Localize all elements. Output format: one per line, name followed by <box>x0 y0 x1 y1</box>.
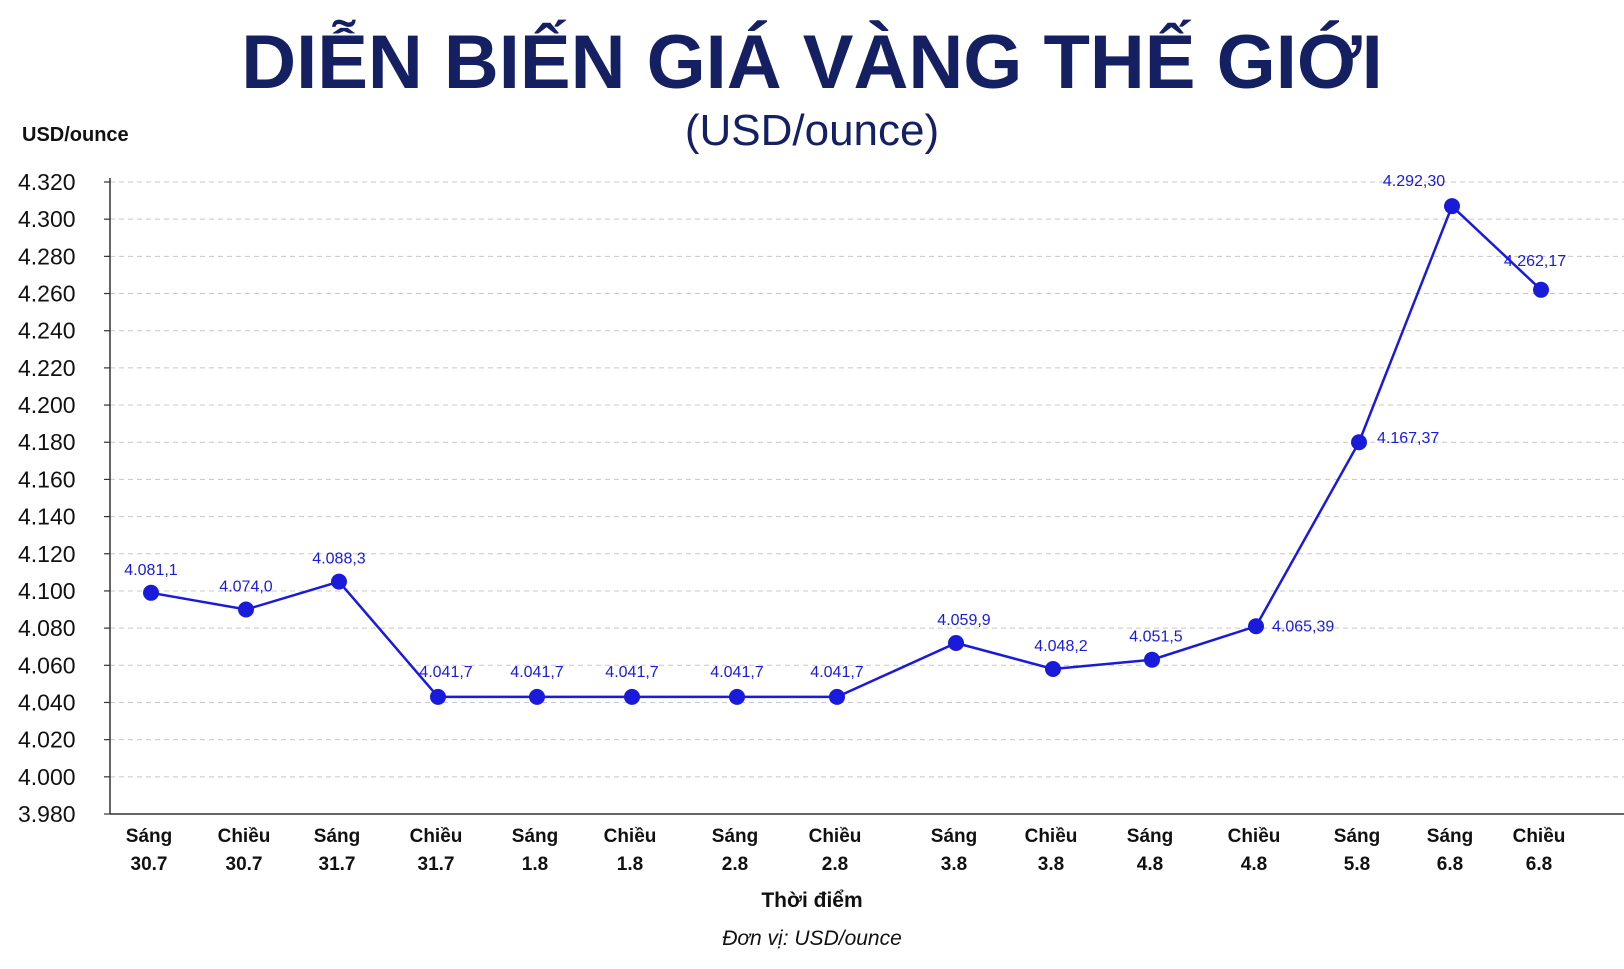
data-point <box>238 601 254 618</box>
data-label: 4.041,7 <box>710 664 763 681</box>
x-tick-label-date: 4.8 <box>1137 854 1163 875</box>
series-gold-price: 4.081,1 4.074,0 4.088,3 4.041,7 4.041,7 4.041… <box>124 173 1566 705</box>
data-point <box>1351 434 1367 451</box>
x-tick-label-date: 1.8 <box>617 854 643 875</box>
x-tick-label: Sáng <box>512 826 558 847</box>
x-tick-label-date: 2.8 <box>722 854 748 875</box>
y-tick-label: 4.200 <box>18 392 76 418</box>
x-tick-label: Chiều <box>1228 826 1281 847</box>
x-tick-label: Sáng <box>126 826 172 847</box>
x-tick-label: Chiều <box>218 826 271 847</box>
y-tick-label: 4.020 <box>18 727 76 753</box>
data-label: 4.065,39 <box>1272 618 1334 635</box>
x-tick-label: Chiều <box>410 826 463 847</box>
x-tick-label-date: 6.8 <box>1437 854 1463 875</box>
data-label: 4.059,9 <box>937 612 990 629</box>
data-point <box>430 688 446 705</box>
y-tick-label: 4.240 <box>18 318 76 344</box>
x-tick-label-date: 30.7 <box>226 854 263 875</box>
chart-title: DIỄN BIẾN GIÁ VÀNG THẾ GIỚI <box>241 19 1383 105</box>
data-label: 4.041,7 <box>810 664 863 681</box>
y-tick-label: 4.100 <box>18 578 76 604</box>
x-tick-label-date: 30.7 <box>131 854 168 875</box>
data-label: 4.292,30 <box>1383 173 1445 190</box>
data-label: 4.041,7 <box>419 664 472 681</box>
data-point <box>624 688 640 705</box>
data-point <box>1248 618 1264 635</box>
y-tick-label: 4.220 <box>18 355 76 381</box>
y-tick-label: 4.120 <box>18 541 76 567</box>
data-point <box>1045 661 1061 678</box>
data-label: 4.041,7 <box>510 664 563 681</box>
data-label: 4.048,2 <box>1034 638 1087 655</box>
x-axis-label: Thời điểm <box>761 889 862 912</box>
x-tick-label: Sáng <box>1127 826 1173 847</box>
x-tick-label-date: 31.7 <box>319 854 356 875</box>
y-tick-label: 4.000 <box>18 764 76 790</box>
x-tick-label: Chiều <box>604 826 657 847</box>
y-tick-label: 4.260 <box>18 281 76 307</box>
x-tick-label-date: 3.8 <box>1038 854 1064 875</box>
x-tick-label-date: 4.8 <box>1241 854 1267 875</box>
data-point <box>729 688 745 705</box>
data-label: 4.081,1 <box>124 562 177 579</box>
data-label: 4.262,17 <box>1504 253 1566 270</box>
x-tick-label: Chiều <box>809 826 862 847</box>
data-point <box>948 634 964 651</box>
grid-lines <box>110 181 1624 778</box>
y-tick-label: 4.160 <box>18 466 76 492</box>
data-point <box>143 584 159 601</box>
chart-subtitle: (USD/ounce) <box>685 106 939 155</box>
data-point <box>331 573 347 590</box>
data-point <box>1144 651 1160 668</box>
x-tick-label-date: 5.8 <box>1344 854 1370 875</box>
y-tick-label: 4.060 <box>18 652 76 678</box>
x-tick-label: Chiều <box>1025 826 1078 847</box>
x-tick-label-date: 6.8 <box>1526 854 1552 875</box>
x-tick-label: Sáng <box>314 826 360 847</box>
x-tick-label: Sáng <box>712 826 758 847</box>
data-label: 4.041,7 <box>605 664 658 681</box>
y-tick-label: 4.320 <box>18 169 76 195</box>
y-axis-ticks: 4.320 4.300 4.280 4.260 4.240 4.220 4.200 4.180… <box>18 169 110 827</box>
data-label: 4.074,0 <box>219 579 272 596</box>
y-tick-label: 4.080 <box>18 615 76 641</box>
x-axis-ticks: Sáng 30.7 Chiều 30.7 Sáng 31.7 Chiều 31.7 Sáng 1.… <box>126 826 1566 875</box>
x-tick-label: Sáng <box>1427 826 1473 847</box>
y-axis-unit-label: USD/ounce <box>22 124 129 146</box>
data-label: 4.051,5 <box>1129 629 1182 646</box>
unit-note: Đơn vị: USD/ounce <box>722 927 902 950</box>
x-tick-label: Sáng <box>1334 826 1380 847</box>
y-tick-label: 4.280 <box>18 243 76 269</box>
y-tick-label: 4.140 <box>18 504 76 530</box>
x-tick-label-date: 2.8 <box>822 854 848 875</box>
x-tick-label-date: 1.8 <box>522 854 548 875</box>
y-tick-label: 4.040 <box>18 689 76 715</box>
data-point <box>829 688 845 705</box>
x-tick-label: Sáng <box>931 826 977 847</box>
data-label: 4.167,37 <box>1377 430 1439 447</box>
x-tick-label: Chiều <box>1513 826 1566 847</box>
y-tick-label: 4.300 <box>18 206 76 232</box>
data-label: 4.088,3 <box>312 551 365 568</box>
x-tick-label-date: 3.8 <box>941 854 967 875</box>
data-point <box>1533 281 1549 298</box>
data-point <box>1444 198 1460 215</box>
y-tick-label: 3.980 <box>18 801 76 827</box>
y-tick-label: 4.180 <box>18 429 76 455</box>
x-tick-label-date: 31.7 <box>418 854 455 875</box>
data-point <box>529 688 545 705</box>
